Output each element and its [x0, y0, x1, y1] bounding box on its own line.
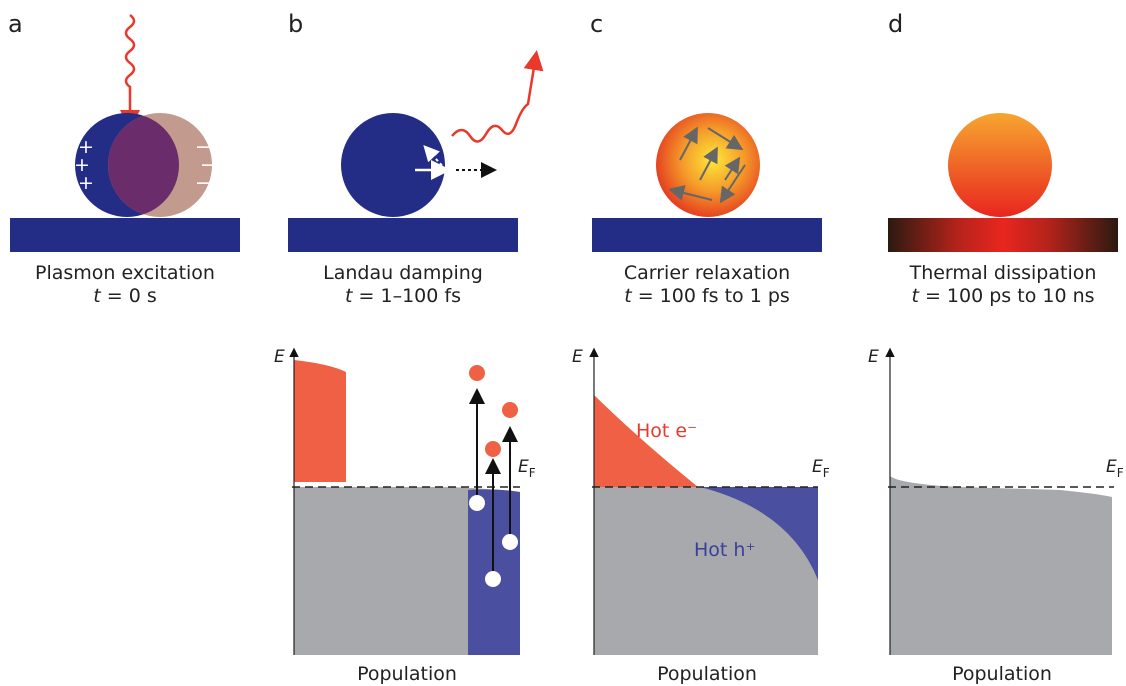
panel-label: c [590, 10, 603, 38]
fermi-label: EF [518, 457, 536, 480]
caption-title: Landau damping [323, 262, 483, 284]
hot-hole-label: Hot h⁺ [694, 539, 755, 561]
light-wave [452, 55, 536, 142]
panel-label: a [8, 10, 23, 38]
axis-label: E [868, 347, 879, 367]
axis-label: E [572, 347, 583, 367]
plot-b: E EF Population [274, 347, 536, 685]
axis-label: E [274, 347, 285, 367]
minus: − [195, 172, 211, 194]
light-wave [126, 15, 134, 125]
caption-time: t = 0 s [93, 285, 156, 307]
plot-c: E EF Hot e⁻ Hot h⁺ Population [572, 347, 830, 685]
caption-title: Thermal dissipation [909, 262, 1097, 284]
caption-title: Carrier relaxation [624, 262, 790, 284]
hot-electrons [294, 360, 346, 482]
x-label: Population [357, 663, 457, 685]
plot-d: E EF Population [868, 347, 1124, 685]
figure: a b c d + + + − − − Plasmon excitation t… [0, 0, 1126, 686]
particle [341, 113, 445, 217]
particle [948, 113, 1052, 217]
fermi-label: EF [812, 457, 830, 480]
caption-time: t = 100 fs to 1 ps [624, 285, 790, 307]
caption-time: t = 1–100 fs [345, 285, 461, 307]
plus: + [78, 172, 94, 194]
panel-label: b [288, 10, 303, 38]
caption-time: t = 100 ps to 10 ns [911, 285, 1094, 307]
caption-title: Plasmon excitation [35, 262, 215, 284]
panel-label: d [888, 10, 903, 38]
substrate [10, 218, 240, 252]
substrate [592, 218, 822, 252]
x-label: Population [657, 663, 757, 685]
x-label: Population [952, 663, 1052, 685]
fermi-label: EF [1106, 457, 1124, 480]
hot-electron-label: Hot e⁻ [636, 420, 697, 442]
occupied-states [890, 476, 1112, 655]
captions: Plasmon excitation t = 0 s Landau dampin… [35, 262, 1096, 307]
substrate [288, 218, 518, 252]
substrate [888, 218, 1118, 252]
